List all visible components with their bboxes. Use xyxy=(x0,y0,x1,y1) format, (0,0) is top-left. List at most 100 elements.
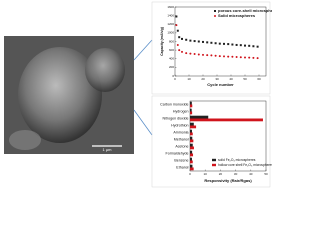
bar xyxy=(190,139,194,143)
point xyxy=(244,56,246,59)
point xyxy=(227,43,230,46)
point xyxy=(197,53,200,56)
y-tick-label: 400 xyxy=(169,57,174,61)
bar xyxy=(190,125,197,129)
bar xyxy=(190,101,192,105)
y-tick-label: Carbon monoxide xyxy=(160,102,188,106)
bar xyxy=(190,115,209,119)
point xyxy=(239,56,242,59)
point xyxy=(248,44,251,47)
x-tick-label: 0 xyxy=(189,172,191,176)
scale-bar-label: 1 μm xyxy=(103,147,113,152)
legend-marker xyxy=(214,15,216,17)
bar xyxy=(190,129,192,133)
bar xyxy=(190,143,193,147)
x-tick-label: 10 xyxy=(187,77,191,81)
point xyxy=(223,55,225,58)
bar xyxy=(190,146,194,150)
y-axis-label: Capacity (mAh/g) xyxy=(160,27,164,56)
x-tick-label: 0 xyxy=(174,77,176,81)
point xyxy=(231,43,234,46)
y-tick-label: Benzene xyxy=(174,158,188,162)
y-tick-label: 800 xyxy=(169,39,174,43)
bar xyxy=(190,111,193,115)
bar xyxy=(190,153,194,157)
y-tick-label: 200 xyxy=(169,65,174,69)
point xyxy=(210,54,213,57)
point xyxy=(176,43,179,46)
bar xyxy=(190,104,193,108)
x-tick-label: 30 xyxy=(215,77,219,81)
point xyxy=(256,45,259,48)
x-tick-label: 50 xyxy=(243,77,247,81)
point xyxy=(214,42,217,45)
point xyxy=(252,45,255,48)
y-tick-label: 1400 xyxy=(167,13,174,17)
point xyxy=(197,40,200,43)
point xyxy=(223,42,225,45)
y-tick-label: Ammonia xyxy=(173,130,188,134)
bar xyxy=(190,157,192,161)
plot-frame xyxy=(189,100,267,172)
point xyxy=(235,43,238,46)
bar xyxy=(190,108,192,112)
x-tick-label: 40 xyxy=(229,77,233,81)
point xyxy=(227,55,230,58)
legend-label: Solid microspheres xyxy=(218,13,256,18)
arrow xyxy=(133,39,153,61)
point xyxy=(252,56,255,59)
legend-marker xyxy=(214,10,216,12)
point xyxy=(218,42,221,45)
legend-label: porous core-shell microspheres xyxy=(218,8,272,13)
point xyxy=(178,49,181,52)
bar xyxy=(190,167,194,171)
microsphere xyxy=(18,47,102,143)
y-tick-label: Acetone xyxy=(175,144,188,148)
bar xyxy=(190,136,193,140)
point xyxy=(218,55,221,58)
x-tick-label: 30 xyxy=(234,172,238,176)
point xyxy=(239,44,242,47)
y-tick-label: Hydrothion xyxy=(171,123,188,127)
point xyxy=(231,55,234,58)
y-tick-label: Hydrogen xyxy=(173,109,189,113)
y-tick-label: Methanol xyxy=(174,137,189,141)
point xyxy=(181,50,183,53)
point xyxy=(206,54,209,57)
point xyxy=(193,53,196,56)
y-tick-label: Formaldehyde xyxy=(166,151,189,155)
panel xyxy=(151,1,271,95)
bar xyxy=(190,160,193,164)
sem-image: 1 μm xyxy=(4,36,134,154)
point xyxy=(256,57,259,60)
point xyxy=(193,40,196,43)
legend-label: hollow core shell Fe₂O₃ microspheres xyxy=(218,163,272,167)
bar xyxy=(190,150,193,154)
x-tick-label: 10 xyxy=(204,172,208,176)
panel xyxy=(151,95,271,188)
y-tick-label: Nitrogen dioxide xyxy=(163,116,189,120)
point xyxy=(178,36,181,39)
legend-marker xyxy=(212,163,216,167)
point xyxy=(176,29,179,32)
point xyxy=(189,39,192,42)
bar xyxy=(190,132,193,136)
point xyxy=(244,44,246,47)
point xyxy=(214,54,217,57)
point xyxy=(181,37,183,40)
y-tick-label: 1200 xyxy=(167,22,174,26)
legend-marker xyxy=(212,158,216,162)
microsphere xyxy=(85,48,125,92)
y-tick-label: 1000 xyxy=(167,31,174,35)
point xyxy=(210,41,213,44)
x-tick-label: 50 xyxy=(264,172,268,176)
y-tick-label: Ethanol xyxy=(176,165,188,169)
bar xyxy=(190,122,194,126)
bar xyxy=(190,164,193,168)
point xyxy=(248,56,251,59)
point xyxy=(189,52,192,55)
figure: 1 μm 0 200 400 600 800 1000 1200 1400 1600 0 10 20 3… xyxy=(4,1,272,188)
x-tick-label: 60 xyxy=(257,77,261,81)
x-tick-label: 20 xyxy=(201,77,205,81)
point xyxy=(206,41,209,44)
